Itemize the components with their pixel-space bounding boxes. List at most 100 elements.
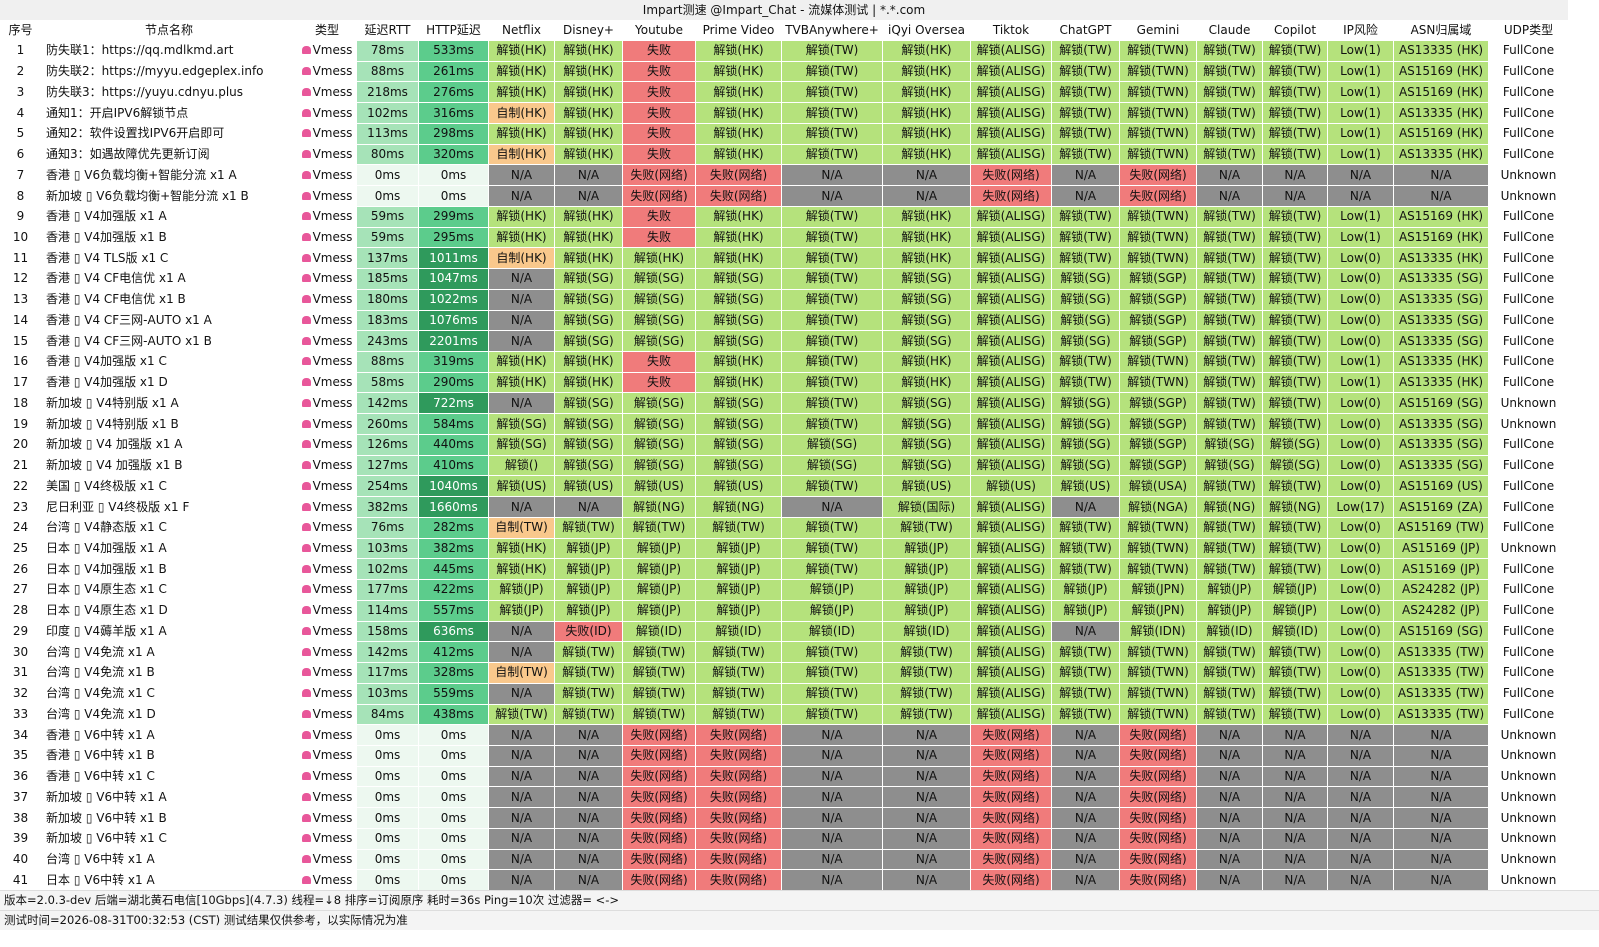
cell: AS13335 (TW) bbox=[1393, 662, 1489, 684]
cell-text: 新加坡 ▯ V4特别版 x1 A bbox=[46, 395, 179, 410]
cell: 解锁(TW) bbox=[1196, 682, 1263, 705]
cell: 自制(HK) bbox=[488, 143, 555, 166]
cell-text: N/A bbox=[1218, 769, 1241, 784]
protocol-icon bbox=[301, 129, 311, 138]
cell: AS15169 (JP) bbox=[1393, 537, 1489, 560]
cell: 解锁(JP) bbox=[695, 558, 782, 581]
cell-text: 22 bbox=[12, 478, 29, 493]
cell-text: 0ms bbox=[440, 789, 467, 804]
cell: 解锁(TW) bbox=[1196, 226, 1263, 249]
protocol-icon bbox=[301, 875, 311, 884]
cell: 解锁(TW) bbox=[1051, 641, 1120, 664]
cell: Low(1) bbox=[1327, 60, 1394, 83]
cell-text: N/A bbox=[510, 312, 533, 327]
cell: 440ms bbox=[418, 433, 489, 456]
cell-text: 解锁(TW) bbox=[1059, 561, 1112, 576]
cell-text: 解锁(TWN) bbox=[1127, 540, 1189, 555]
cell: 295ms bbox=[418, 226, 489, 249]
cell-text: 失败(网络) bbox=[709, 769, 768, 784]
cell: AS15169 (HK) bbox=[1393, 226, 1489, 249]
cell-text: 解锁(SGP) bbox=[1129, 416, 1187, 431]
cell-text: 78ms bbox=[370, 43, 405, 58]
cell: 解锁(SG) bbox=[1051, 268, 1120, 290]
cell: 17 bbox=[0, 371, 41, 394]
cell: 解锁(TWN) bbox=[1119, 102, 1197, 124]
cell-text: Vmess bbox=[312, 333, 353, 348]
cell: 解锁(ALISG) bbox=[970, 496, 1052, 518]
cell-text: N/A bbox=[1349, 789, 1372, 804]
cell-text: 通知2：软件设置找IPV6开启即可 bbox=[46, 126, 225, 141]
cell: 解锁(ALISG) bbox=[970, 454, 1052, 477]
cell-text: 0ms bbox=[440, 872, 467, 887]
cell-text: 18 bbox=[12, 395, 29, 410]
column-header: Disney+ bbox=[554, 20, 623, 41]
cell: 解锁(US) bbox=[488, 475, 555, 498]
protocol-icon bbox=[301, 67, 311, 76]
cell-text: N/A bbox=[915, 810, 938, 825]
cell: 解锁(SG) bbox=[695, 309, 782, 332]
cell-text: 台湾 ▯ V6中转 x1 A bbox=[46, 852, 155, 866]
cell: N/A bbox=[488, 682, 555, 705]
cell: 解锁(TW) bbox=[1196, 205, 1263, 228]
cell: FullCone bbox=[1488, 475, 1569, 498]
cell: Vmess bbox=[297, 827, 357, 850]
cell-text: 失败(网络) bbox=[630, 810, 688, 825]
cell-text: 失败(网络) bbox=[709, 810, 768, 825]
cell: 142ms bbox=[356, 641, 419, 664]
cell: 解锁(SG) bbox=[882, 288, 971, 311]
cell-text: AS13335 (SG) bbox=[1398, 292, 1484, 307]
cell: 解锁(TW) bbox=[781, 330, 883, 353]
cell: 自制(HK) bbox=[488, 102, 555, 124]
cell: 137ms bbox=[356, 247, 419, 270]
cell-text: 解锁(TW) bbox=[805, 84, 859, 99]
cell: 解锁(TW) bbox=[1196, 102, 1263, 124]
cell: 解锁(JP) bbox=[882, 558, 971, 581]
cell: 解锁(SG) bbox=[1051, 330, 1120, 353]
cell-text: N/A bbox=[510, 831, 533, 846]
cell: N/A bbox=[1262, 827, 1328, 850]
cell-text: Vmess bbox=[312, 520, 353, 535]
cell-text: 香港 ▯ V4 CF电信优 x1 B bbox=[46, 292, 186, 307]
cell-text: N/A bbox=[577, 810, 600, 825]
cell-text: 28 bbox=[12, 603, 29, 618]
cell: N/A bbox=[781, 848, 883, 871]
node-row: 14 香港 ▯ V4 CF三网-AUTO x1 A Vmess 183ms 1076ms… bbox=[0, 309, 1569, 332]
cell-text: 香港 ▯ V4 CF电信优 x1 A bbox=[46, 271, 186, 286]
cell: 解锁(TW) bbox=[781, 226, 883, 249]
cell-text: N/A bbox=[1284, 872, 1306, 887]
protocol-icon bbox=[301, 378, 311, 387]
cell: 解锁(国际) bbox=[882, 496, 971, 518]
cell: 解锁(US) bbox=[622, 475, 696, 498]
cell: 解锁(TW) bbox=[1262, 558, 1328, 581]
cell-text: 解锁(JP) bbox=[904, 603, 949, 618]
cell: 通知1：开启IPV6解锁节点 bbox=[40, 102, 298, 124]
cell: Low(0) bbox=[1327, 641, 1394, 664]
cell: 台湾 ▯ V4免流 x1 D bbox=[40, 703, 298, 726]
cell: 解锁(SG) bbox=[781, 433, 883, 456]
cell-text: Unknown bbox=[1500, 810, 1557, 825]
protocol-icon bbox=[301, 689, 311, 698]
cell: 失败(网络) bbox=[1119, 786, 1197, 809]
cell-text: AS13335 (SG) bbox=[1398, 271, 1484, 286]
cell-text: Vmess bbox=[312, 540, 353, 555]
cell: 8 bbox=[0, 185, 41, 207]
cell-text: 0ms bbox=[440, 727, 467, 742]
cell-text: 88ms bbox=[370, 64, 405, 79]
cell-text: 解锁(TWN) bbox=[1127, 209, 1189, 224]
cell-text: 香港 ▯ V6中转 x1 A bbox=[46, 727, 155, 742]
node-row: 27 日本 ▯ V4原生态 x1 C Vmess 177ms 422ms 解锁(JP) 解锁… bbox=[0, 579, 1569, 601]
cell: 新加坡 ▯ V4 加强版 x1 B bbox=[40, 454, 298, 477]
cell: N/A bbox=[1327, 724, 1394, 746]
cell: 410ms bbox=[418, 454, 489, 477]
cell: 解锁(HK) bbox=[695, 351, 782, 373]
cell: 失败(网络) bbox=[622, 164, 696, 187]
cell: 解锁(HK) bbox=[695, 122, 782, 145]
cell: 解锁(TW) bbox=[695, 703, 782, 726]
cell-text: FullCone bbox=[1502, 84, 1555, 99]
cell: 解锁(SGP) bbox=[1119, 454, 1197, 477]
cell: 解锁(JP) bbox=[1196, 599, 1263, 622]
cell: 失败(网络) bbox=[695, 744, 782, 767]
cell: 失败(网络) bbox=[1119, 185, 1197, 207]
cell: 113ms bbox=[356, 122, 419, 145]
cell-text: 失败 bbox=[646, 64, 671, 79]
